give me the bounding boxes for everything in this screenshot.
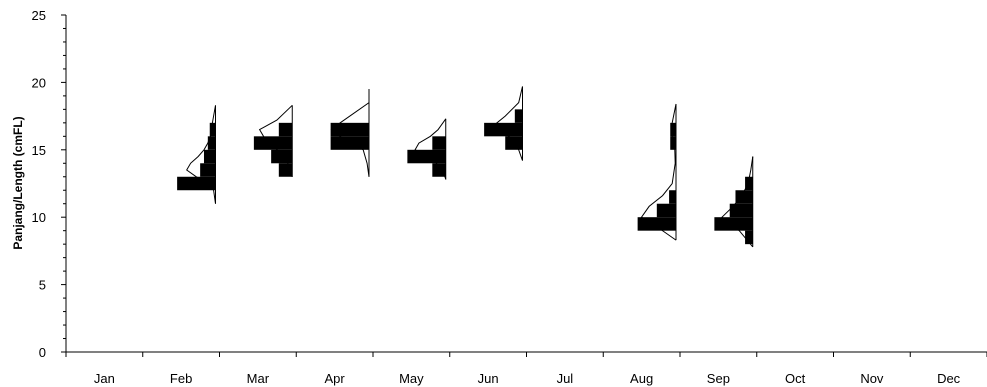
frequency-bar [637,217,676,231]
histogram-aug [637,103,677,241]
fitted-curve [640,103,677,241]
x-tick-label-jan: Jan [94,371,115,386]
frequency-bar [271,149,293,164]
frequency-bar [330,122,369,137]
frequency-bar [432,163,446,177]
histogram-mar [253,104,293,177]
frequency-bar [670,122,676,137]
fitted-curve [721,156,754,248]
x-axis-ticks: Jan Feb Mar Apr May Jun Jul Aug Sep Oct Nov Dec [65,352,987,386]
frequency-bar [514,109,523,123]
x-tick-label-dec: Dec [937,371,961,386]
x-tick-label-nov: Nov [860,371,884,386]
frequency-bar [714,217,753,231]
fitted-curve [186,105,216,204]
fitted-curve [492,86,523,161]
y-tick-label: 10 [32,210,46,225]
x-tick-label-feb: Feb [170,371,192,386]
plot-area [177,86,754,248]
frequency-bar [745,176,753,191]
x-tick-label-sep: Sep [707,371,730,386]
frequency-bar [209,122,216,137]
y-tick-label: 20 [32,75,46,90]
y-tick-label: 0 [39,345,46,360]
fitted-curve [258,104,293,177]
frequency-bar [432,136,446,150]
frequency-bar [729,203,753,218]
frequency-bar [656,203,676,218]
frequency-bar [253,136,293,150]
x-tick-label-aug: Aug [630,371,653,386]
x-tick-label-apr: Apr [325,371,346,386]
frequency-bar [669,190,676,204]
y-axis-ticks: 0 5 10 15 20 25 [32,8,66,360]
frequency-bar [745,230,753,245]
frequency-bar [200,163,216,177]
x-tick-label-jun: Jun [478,371,499,386]
histogram-sep [714,156,754,248]
y-tick-label: 25 [32,8,46,23]
frequency-bar [484,122,523,137]
frequency-bar [278,122,293,137]
y-axis-title: Panjang/Length (cmFL) [11,116,25,249]
frequency-bar [177,176,216,191]
histogram-feb [177,105,216,204]
y-tick-label: 15 [32,143,46,158]
frequency-bar [207,136,216,150]
y-tick-label: 5 [39,278,46,293]
x-tick-label-jul: Jul [557,371,574,386]
x-tick-label-mar: Mar [247,371,270,386]
frequency-bar [407,149,446,164]
x-tick-label-may: May [399,371,424,386]
fitted-curve [330,89,370,177]
histogram-jun [484,86,523,161]
histogram-may [407,118,447,180]
fitted-curve [414,118,447,180]
frequency-bar [735,190,753,204]
frequency-bar [330,136,369,150]
frequency-bar [203,149,216,164]
x-tick-label-oct: Oct [785,371,806,386]
histogram-apr [330,89,370,177]
